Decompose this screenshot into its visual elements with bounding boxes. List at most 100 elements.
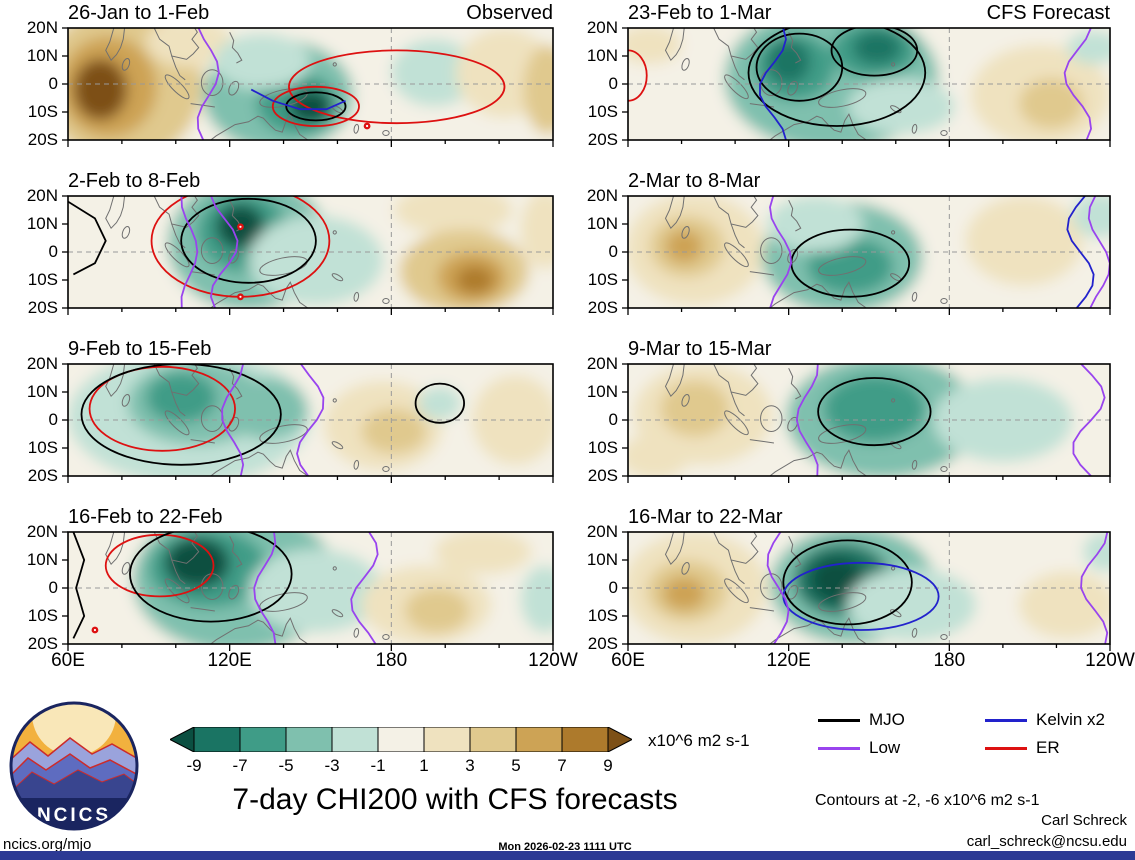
panel-date-range: 9-Feb to 15-Feb <box>68 338 212 360</box>
y-axis-label: 10S <box>27 606 58 625</box>
legend-label: ER <box>1036 738 1060 757</box>
y-axis-label: 10S <box>587 438 618 457</box>
site-url: ncics.org/mjo <box>3 836 92 853</box>
panel-title: 16-Mar to 22-Mar <box>628 505 1110 529</box>
y-axis-label: 10S <box>27 438 58 457</box>
anomaly-field <box>628 532 1110 644</box>
panel-title: 26-Jan to 1-Feb Observed <box>68 1 553 25</box>
anomaly-field <box>628 196 1110 308</box>
y-axis-label: 10S <box>27 270 58 289</box>
low-contour <box>180 196 199 308</box>
er-contour <box>628 49 648 102</box>
coastlines <box>664 364 948 476</box>
cyclone-marker <box>363 122 371 130</box>
y-axis-label: 10S <box>27 102 58 121</box>
legend-label: MJO <box>869 710 905 729</box>
y-axis-label: 0 <box>608 578 618 597</box>
colorbar-tick-label: -3 <box>324 756 340 775</box>
y-axis-label: 10N <box>586 214 618 233</box>
x-axis-label: 120E <box>207 650 252 671</box>
colorbar-tick-label: 9 <box>603 756 613 775</box>
panel-date-range: 16-Mar to 22-Mar <box>628 506 783 528</box>
column-header: CFS Forecast <box>986 2 1110 24</box>
y-axis-label: 20S <box>587 130 618 149</box>
timestamp: Mon 2026-02-23 1111 UTC <box>498 841 632 853</box>
x-axis-label: 180 <box>375 650 408 671</box>
coastlines <box>664 196 948 308</box>
author-email: carl_schreck@ncsu.edu <box>966 833 1127 850</box>
y-axis-label: 0 <box>48 242 58 261</box>
mjo-contour <box>782 539 913 626</box>
y-axis-label: 20S <box>587 298 618 317</box>
low-contour <box>1080 532 1109 644</box>
mjo-contour <box>817 377 932 447</box>
ncics-logo-text: NCICS <box>37 805 111 826</box>
panel-date-range: 23-Feb to 1-Mar <box>628 2 772 24</box>
colorbar-tick-label: -9 <box>186 756 202 775</box>
mjo-contour <box>68 200 107 276</box>
colorbar-tick-label: -1 <box>370 756 386 775</box>
colorbar-tick-label: 1 <box>419 756 429 775</box>
mjo-contour <box>72 532 86 639</box>
y-axis-label: 20S <box>27 298 58 317</box>
y-axis-label: 10N <box>586 550 618 569</box>
cyclone-marker <box>237 223 244 231</box>
low-contour <box>209 196 239 308</box>
contours-note: Contours at -2, -6 x10^6 m2 s-1 <box>815 792 1040 809</box>
panel-title: 2-Mar to 8-Mar <box>628 169 1110 193</box>
y-axis-label: 10N <box>26 550 58 569</box>
panel-title: 9-Mar to 15-Mar <box>628 337 1110 361</box>
y-axis-label: 20N <box>26 354 58 373</box>
mjo-contour <box>830 28 919 77</box>
y-axis-label: 20S <box>27 634 58 653</box>
y-axis-label: 20N <box>586 354 618 373</box>
x-axis-label: 120E <box>766 650 811 671</box>
x-axis-label: 120W <box>1085 650 1135 671</box>
y-axis-label: 10S <box>587 606 618 625</box>
legend-item-er: ER <box>985 738 1060 758</box>
low-contour <box>253 532 277 644</box>
anomaly-field <box>628 364 1110 476</box>
y-axis-label: 10S <box>587 102 618 121</box>
colorbar <box>168 726 634 757</box>
kelvin-contour <box>1066 196 1095 308</box>
mjo-line-swatch <box>818 718 860 722</box>
y-axis-label: 20N <box>586 186 618 205</box>
map-panel <box>622 531 1111 651</box>
y-axis-label: 0 <box>608 410 618 429</box>
er-contour <box>88 365 236 452</box>
x-axis-label: 60E <box>51 650 85 671</box>
cyclone-marker <box>237 293 244 301</box>
y-axis-label: 0 <box>48 410 58 429</box>
legend-label: Kelvin x2 <box>1036 710 1105 729</box>
ncics-logo: NCICS <box>9 701 139 831</box>
y-axis-label: 20N <box>26 522 58 541</box>
low-contour <box>296 364 325 476</box>
map-panel <box>62 195 554 315</box>
panel-date-range: 2-Mar to 8-Mar <box>628 170 761 192</box>
y-axis-label: 0 <box>608 242 618 261</box>
y-axis-label: 10N <box>26 214 58 233</box>
map-panel <box>62 531 554 651</box>
panel-title: 23-Feb to 1-Mar CFS Forecast <box>628 1 1110 25</box>
y-axis-label: 20S <box>587 634 618 653</box>
y-axis-label: 20N <box>586 18 618 37</box>
y-axis-label: 10N <box>26 382 58 401</box>
colorbar-tick-label: -7 <box>232 756 248 775</box>
low-contour <box>1087 196 1110 308</box>
y-axis-label: 10N <box>586 46 618 65</box>
coastlines <box>664 532 948 644</box>
low-contour <box>221 364 245 476</box>
mjo-contour <box>285 91 347 122</box>
y-axis-label: 20S <box>27 466 58 485</box>
y-axis-label: 10N <box>26 46 58 65</box>
mjo-contour <box>80 364 282 466</box>
low-contour <box>1072 364 1106 476</box>
y-axis-label: 20S <box>587 466 618 485</box>
panel-date-range: 26-Jan to 1-Feb <box>68 2 210 24</box>
y-axis-label: 0 <box>48 578 58 597</box>
legend-label: Low <box>869 738 901 757</box>
y-axis-label: 10S <box>587 270 618 289</box>
panel-title: 16-Feb to 22-Feb <box>68 505 553 529</box>
